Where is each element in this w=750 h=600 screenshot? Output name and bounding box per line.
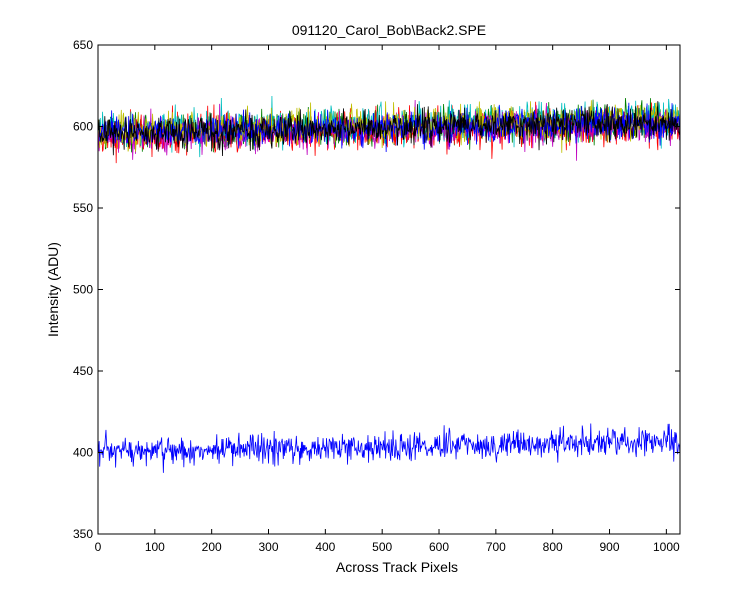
y-axis-ticks: 350 400 450 500 550 600 650 (73, 38, 680, 541)
x-tick-label-0: 0 (95, 540, 102, 554)
y-axis-title: Intensity (ADU) (45, 242, 61, 337)
y-tick-label-500: 500 (73, 283, 93, 297)
y-tick-label-550: 550 (73, 201, 93, 215)
x-tick-label-800: 800 (543, 540, 563, 554)
x-tick-label-600: 600 (429, 540, 449, 554)
chart-title: 091120_Carol_Bob\Back2.SPE (292, 22, 486, 38)
x-tick-label-400: 400 (315, 540, 335, 554)
series-layer (97, 95, 681, 473)
y-tick-label-600: 600 (73, 120, 93, 134)
x-tick-label-1000: 1000 (653, 540, 680, 554)
y-tick-label-650: 650 (73, 38, 93, 52)
series-line-1 (97, 423, 681, 473)
series-line-8 (97, 101, 681, 157)
x-axis-title: Across Track Pixels (336, 559, 458, 575)
y-tick-label-400: 400 (73, 446, 93, 460)
x-tick-label-900: 900 (600, 540, 620, 554)
y-tick-label-350: 350 (73, 527, 93, 541)
x-tick-label-500: 500 (372, 540, 392, 554)
x-tick-label-200: 200 (202, 540, 222, 554)
x-tick-label-100: 100 (145, 540, 165, 554)
x-axis-ticks: 0 100 200 300 400 500 600 700 800 900 1000 (95, 45, 680, 554)
series-line-7 (97, 102, 681, 152)
x-tick-label-700: 700 (486, 540, 506, 554)
y-tick-label-450: 450 (73, 364, 93, 378)
x-tick-label-300: 300 (258, 540, 278, 554)
